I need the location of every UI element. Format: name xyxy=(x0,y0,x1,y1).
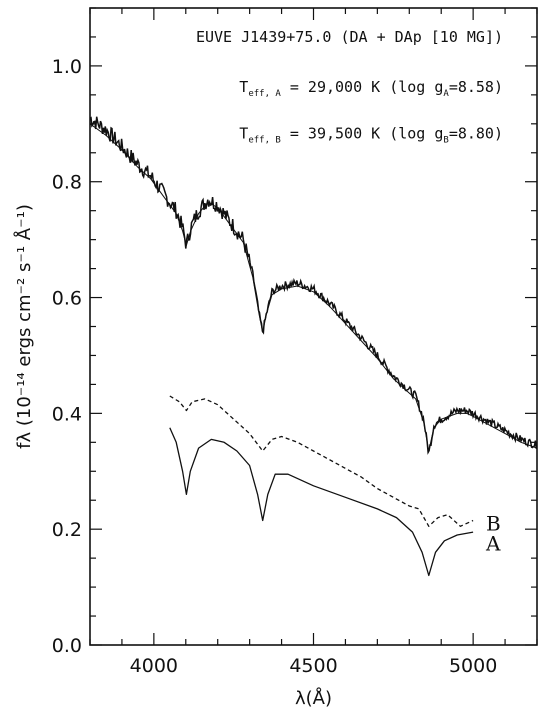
series-model-fit xyxy=(89,123,538,452)
plot-area xyxy=(89,116,538,577)
y-tick-label: 1.0 xyxy=(52,56,82,78)
annotation-b-rest: = 39,500 K (log g xyxy=(281,125,444,143)
series-label-b: B xyxy=(486,511,501,535)
chart-title: EUVE J1439+75.0 (DA + DAp [10 MG]) xyxy=(196,28,503,46)
y-tick-label: 0.0 xyxy=(52,635,82,657)
series-a-solid xyxy=(169,427,474,577)
plot-frame xyxy=(89,7,538,646)
series-b-dashed xyxy=(169,395,474,527)
y-tick-label: 0.4 xyxy=(52,403,82,425)
annotation-a-t: T xyxy=(239,78,248,96)
annotation-a-sub2: A xyxy=(443,89,449,99)
annotation-b-sub2: B xyxy=(443,136,448,146)
annotation-a-sub: eff, A xyxy=(248,89,281,99)
series-label-a: A xyxy=(485,532,501,556)
annotation-a-tail: =8.58) xyxy=(449,78,503,96)
y-tick-label: 0.8 xyxy=(52,172,82,194)
x-axis-label: λ(Å) xyxy=(295,687,332,709)
annotation-teff-b: Teff, B = 39,500 K (log gB=8.80) xyxy=(239,125,503,146)
y-axis-label: fλ (10⁻¹⁴ ergs cm⁻² s⁻¹ Å⁻¹) xyxy=(13,204,35,449)
x-tick-label: 4500 xyxy=(289,655,337,677)
annotation-b-t: T xyxy=(239,125,248,143)
y-tick-label: 0.2 xyxy=(52,519,82,541)
y-tick-label: 0.6 xyxy=(52,288,82,310)
annotation-a-rest: = 29,000 K (log g xyxy=(281,78,444,96)
annotation-teff-a: Teff, A = 29,000 K (log gA=8.58) xyxy=(239,78,503,99)
annotation-b-tail: =8.80) xyxy=(449,125,503,143)
annotation-b-sub: eff, B xyxy=(248,136,281,146)
axis-ticks: 4000 4500 5000 0.0 0.2 0.4 0.6 0.8 1.0 xyxy=(52,7,538,677)
series-observed xyxy=(89,116,538,455)
x-tick-label: 4000 xyxy=(130,655,178,677)
x-tick-label: 5000 xyxy=(449,655,497,677)
